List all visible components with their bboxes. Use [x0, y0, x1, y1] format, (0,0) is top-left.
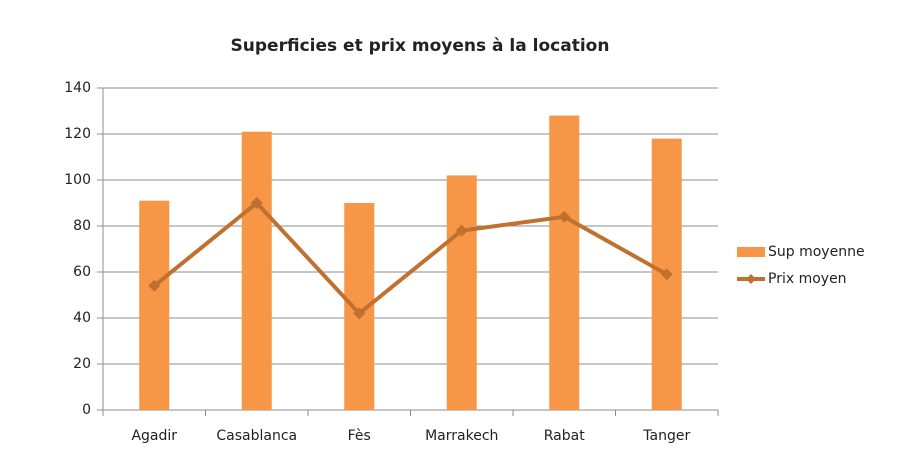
y-tick-label: 20: [73, 356, 91, 372]
y-tick-label: 80: [73, 218, 91, 234]
y-tick-label: 100: [64, 172, 91, 188]
line-marker: [558, 210, 571, 223]
legend-label: Prix moyen: [768, 271, 847, 287]
bar: [446, 175, 477, 410]
line-marker: [148, 279, 161, 292]
bar: [241, 131, 272, 410]
line-marker: [250, 197, 263, 209]
y-tick-label: 140: [64, 80, 91, 96]
x-tick-label: Agadir: [131, 428, 177, 444]
line-marker: [660, 268, 673, 281]
x-tick-label: Tanger: [642, 428, 690, 444]
bar: [549, 115, 580, 410]
line: [152, 201, 668, 316]
bar: [139, 200, 170, 410]
line-marker: [353, 307, 366, 320]
x-tick-label: Fès: [348, 428, 371, 444]
y-tick-label: 40: [73, 310, 91, 326]
y-tick-label: 120: [64, 126, 91, 142]
line-marker: [455, 224, 468, 237]
chart-title: Superficies et prix moyens à la location: [231, 36, 610, 56]
x-tick-label: Marrakech: [425, 428, 498, 444]
legend-swatch: [737, 247, 765, 257]
y-tick-label: 60: [73, 264, 91, 280]
legend-label: Sup moyenne: [768, 244, 865, 260]
y-tick-label: 0: [82, 402, 91, 418]
x-tick-label: Casablanca: [216, 428, 297, 444]
x-tick-label: Rabat: [544, 428, 585, 444]
legend-marker: [746, 274, 756, 284]
